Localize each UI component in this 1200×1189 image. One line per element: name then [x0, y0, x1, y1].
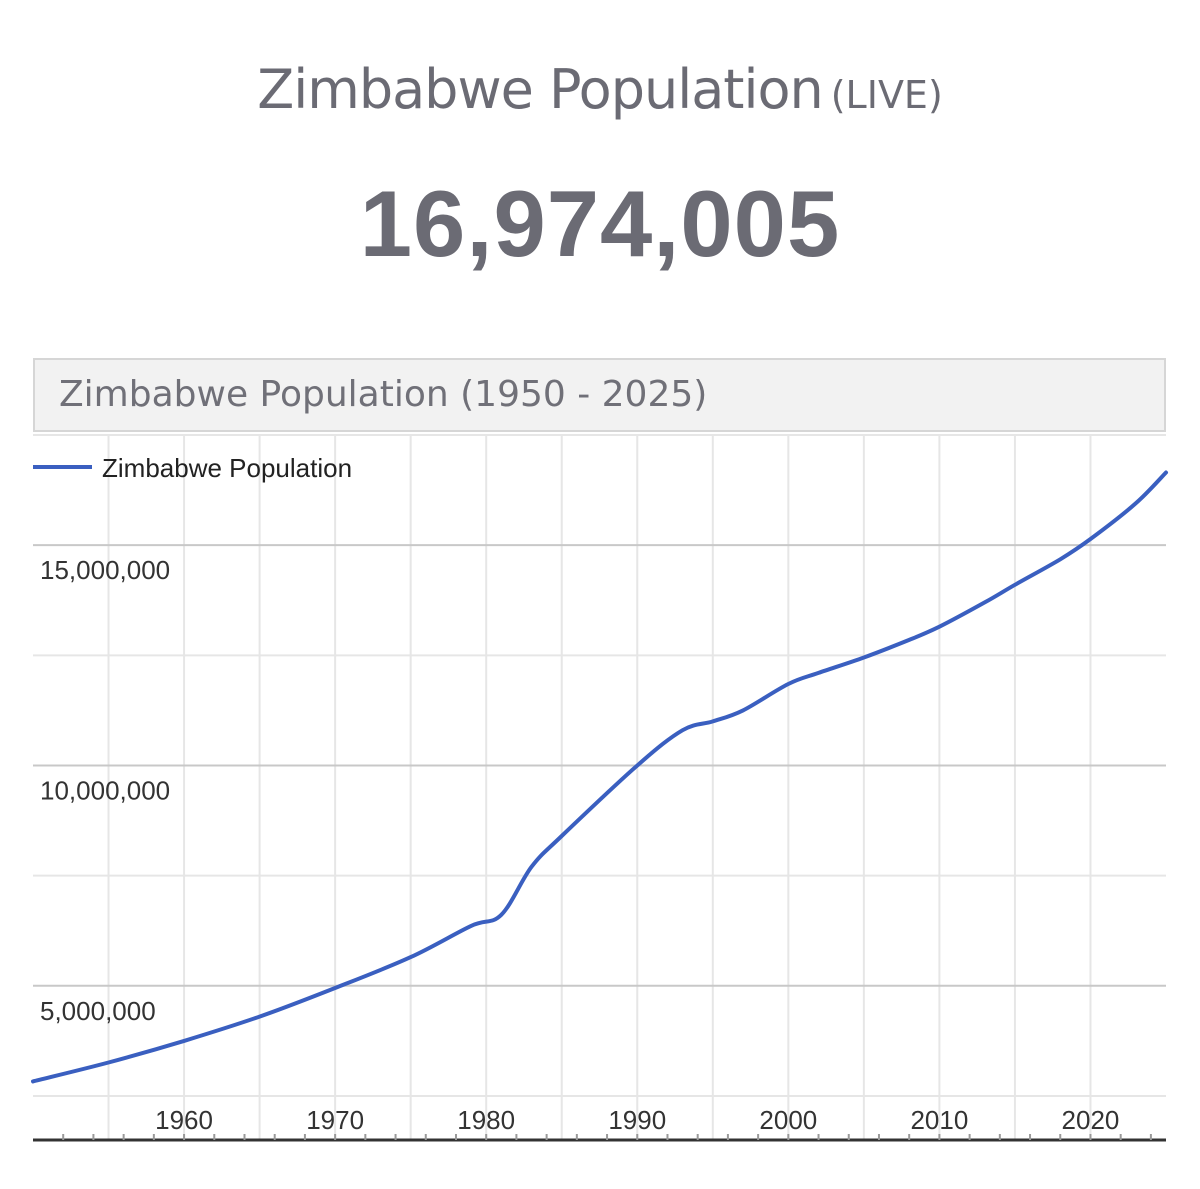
- x-tick-label: 1980: [457, 1105, 515, 1135]
- y-tick-label: 15,000,000: [40, 555, 170, 585]
- x-tick-label: 1960: [155, 1105, 213, 1135]
- y-tick-label: 10,000,000: [40, 775, 170, 805]
- page-title-text: Zimbabwe Population: [257, 58, 824, 121]
- population-counter: 16,974,005: [359, 171, 841, 276]
- series-line: [31, 470, 1168, 1084]
- x-tick-label: 2020: [1062, 1105, 1120, 1135]
- live-tag: (LIVE): [830, 73, 943, 117]
- x-tick-label: 2000: [759, 1105, 817, 1135]
- y-tick-label: 5,000,000: [40, 996, 156, 1026]
- legend-label: Zimbabwe Population: [102, 453, 352, 483]
- x-tick-label: 1970: [306, 1105, 364, 1135]
- chart-title-box: Zimbabwe Population (1950 - 2025): [33, 358, 1166, 432]
- x-tick-label: 2010: [910, 1105, 968, 1135]
- chart-title: Zimbabwe Population (1950 - 2025): [59, 374, 708, 415]
- x-tick-label: 1990: [608, 1105, 666, 1135]
- page-title: Zimbabwe Population (LIVE): [0, 58, 1200, 121]
